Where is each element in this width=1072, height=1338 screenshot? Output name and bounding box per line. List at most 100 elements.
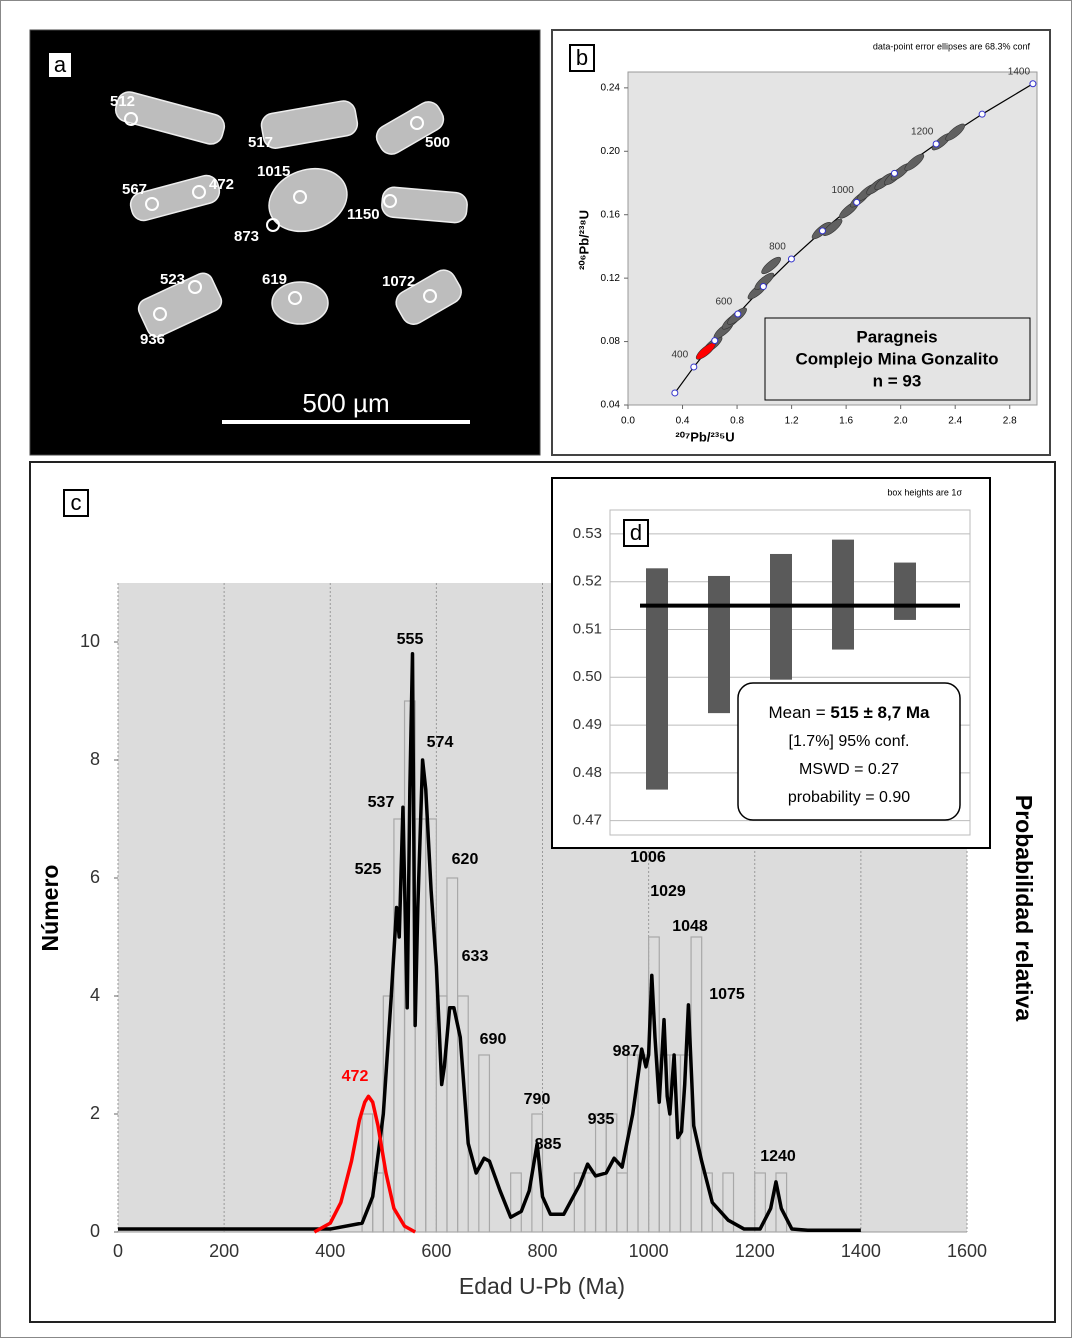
peak-label: 1240 (760, 1148, 796, 1165)
grain (268, 167, 348, 233)
spot (288, 291, 302, 305)
x-tick-label: 1.2 (785, 416, 799, 427)
grain (395, 269, 462, 325)
spot (188, 280, 202, 294)
x-tick-label: 2.4 (948, 416, 962, 427)
y-tick-label: 0.50 (573, 668, 602, 685)
age-label: 600 (715, 297, 732, 308)
age-marker (787, 255, 795, 263)
y-tick-label: 8 (90, 749, 100, 769)
error-box (832, 539, 854, 650)
peak-label: 1029 (650, 883, 686, 900)
peak-label: 537 (368, 794, 395, 811)
error-box (770, 553, 792, 680)
spot (383, 194, 397, 208)
peak-label: 574 (427, 734, 454, 751)
grain-label: 523 (160, 271, 185, 288)
error-ellipse (904, 153, 925, 171)
spot (293, 190, 307, 204)
error-ellipse (945, 123, 966, 141)
grain-label: 619 (262, 271, 287, 288)
panel-letter-box (47, 51, 73, 79)
grain-label: 512 (110, 93, 135, 110)
x-tick-label: 200 (209, 1241, 239, 1261)
summary-box (737, 682, 961, 821)
x-tick-label: 1.6 (839, 416, 853, 427)
grain-label: 500 (425, 134, 450, 151)
summary-line: [1.7%] 95% conf. (789, 733, 910, 750)
probability-curve (313, 1094, 417, 1234)
legend-box (764, 317, 1031, 401)
age-marker (711, 337, 719, 345)
grain (114, 91, 226, 145)
histogram-bar (478, 1054, 491, 1233)
age-marker (671, 389, 679, 397)
error-box (894, 562, 916, 620)
age-marker (1029, 80, 1037, 88)
peak-label: 525 (355, 861, 382, 878)
y-tick-label: 0.53 (573, 525, 602, 542)
grain-label: 517 (248, 134, 273, 151)
panel-letter: b (576, 45, 588, 70)
histogram-bar (457, 995, 469, 1233)
peak-label: 1075 (709, 986, 745, 1003)
age-marker (932, 140, 940, 148)
grain (260, 100, 359, 149)
grain-label: 1150 (347, 206, 380, 223)
x-tick-label: 2.0 (894, 416, 908, 427)
mean-value: 515 ± 8,7 Ma (830, 703, 930, 722)
peak-label: 555 (397, 631, 424, 648)
zircon-image (29, 29, 541, 456)
x-tick-label: 400 (315, 1241, 345, 1261)
legend-line: Paragneis (856, 327, 937, 346)
peak-label: 472 (342, 1068, 369, 1085)
spot (145, 197, 159, 211)
spot-markers (124, 112, 437, 321)
error-ellipse (761, 256, 781, 275)
y2-axis-label: Probabilidad relativa (1011, 795, 1037, 1021)
histogram-bar (510, 1172, 522, 1233)
histogram-bar (754, 1172, 766, 1233)
mean-prefix: Mean = (768, 703, 830, 722)
error-ellipse (822, 218, 843, 236)
x-tick-label: 1400 (841, 1241, 881, 1261)
peak-label: 885 (535, 1136, 562, 1153)
x-tick-label: 1000 (629, 1241, 669, 1261)
age-marker (978, 110, 986, 118)
y-axis-label: ²⁰⁶Pb/²³⁸U (576, 210, 591, 270)
age-marker (734, 310, 742, 318)
scale-bar-label: 500 µm (302, 388, 389, 418)
note: data-point error ellipses are 68.3% conf (873, 41, 1031, 51)
age-marker (818, 227, 826, 235)
summary-line: MSWD = 0.27 (799, 761, 899, 778)
y-tick-label: 0.24 (601, 82, 621, 93)
y-axis-label: Número (37, 865, 63, 952)
x-tick-label: 800 (527, 1241, 557, 1261)
grain-label: 567 (122, 181, 147, 198)
y-tick-label: 0.12 (601, 273, 621, 284)
grain-label: 1015 (257, 163, 290, 180)
x-tick-label: 0.4 (676, 416, 690, 427)
age-label: 1400 (1008, 66, 1031, 77)
spot (124, 112, 138, 126)
age-marker (759, 283, 767, 291)
age-label: 1200 (911, 127, 934, 138)
peak-label: 987 (613, 1043, 640, 1060)
peak-label: 690 (480, 1031, 507, 1048)
age-label: 400 (671, 350, 688, 361)
age-label: 800 (769, 242, 786, 253)
y-tick-label: 0.08 (601, 336, 621, 347)
grain (271, 281, 329, 325)
histogram-bar (722, 1172, 735, 1233)
panel-letter: d (630, 520, 642, 545)
error-ellipse (754, 272, 775, 290)
peak-label: 1006 (630, 849, 666, 866)
y-tick-label: 0.49 (573, 716, 602, 733)
summary-line: probability = 0.90 (788, 789, 910, 806)
y-tick-label: 10 (80, 631, 100, 651)
spot (266, 218, 280, 232)
error-box (708, 575, 730, 714)
x-axis-label: Edad U-Pb (Ma) (459, 1273, 625, 1299)
age-label: 1000 (832, 185, 855, 196)
grain-label: 873 (234, 228, 259, 245)
